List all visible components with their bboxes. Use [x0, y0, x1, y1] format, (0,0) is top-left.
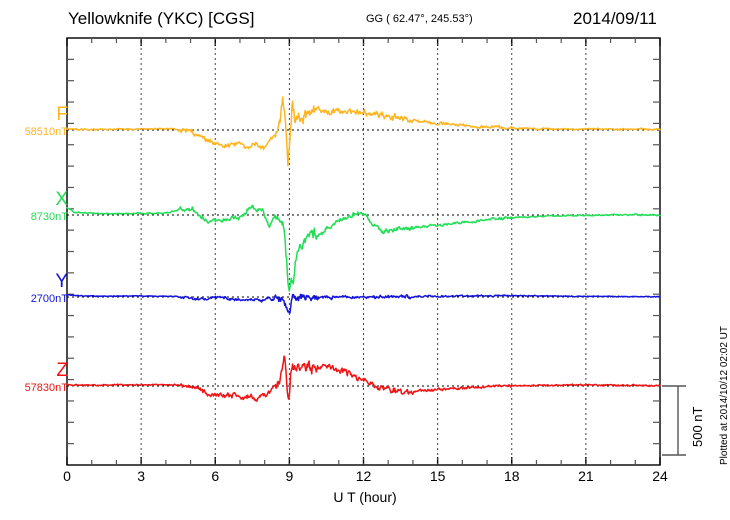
x-tick-label: 3	[137, 468, 146, 484]
component-letter-y: Y	[55, 271, 68, 292]
x-tick-label: 9	[285, 468, 294, 484]
x-tick-label: 21	[578, 468, 594, 484]
component-label-y: Y 2700nT	[31, 272, 68, 305]
component-letter-f: F	[56, 104, 68, 125]
component-letter-z: Z	[56, 360, 68, 381]
x-tick-label: 15	[429, 468, 446, 484]
trace-z	[66, 355, 661, 402]
x-tick-label: 18	[503, 468, 520, 484]
trace-y	[66, 293, 661, 314]
component-baseline-x: 8730nT	[30, 211, 68, 223]
scale-bar-label: 500 nT	[690, 406, 705, 447]
x-axis-title: U T (hour)	[333, 489, 397, 505]
x-tick-label: 0	[63, 468, 71, 484]
trace-f	[66, 96, 661, 167]
x-tick-label: 6	[211, 468, 220, 484]
plot-frame	[66, 37, 661, 466]
page-title: Yellowknife (YKC) [CGS]	[68, 9, 255, 28]
component-label-x: X 8730nT	[31, 190, 68, 223]
component-baseline-z: 57830nT	[24, 382, 68, 394]
component-label-z: Z 57830nT	[25, 361, 68, 394]
observation-date: 2014/09/11	[573, 9, 657, 28]
geographic-coordinates-label: GG ( 62.47°, 245.53°)	[366, 13, 473, 25]
component-baseline-f: 58510nT	[24, 126, 68, 138]
trace-x	[66, 204, 661, 292]
component-label-f: F 58510nT	[25, 105, 68, 138]
component-letter-x: X	[55, 189, 68, 210]
plotted-timestamp: Plotted at 2014/10/12 02:02 UT	[719, 326, 730, 465]
component-baseline-y: 2700nT	[30, 293, 68, 305]
x-tick-label: 12	[355, 468, 372, 484]
x-tick-label: 24	[652, 468, 668, 484]
